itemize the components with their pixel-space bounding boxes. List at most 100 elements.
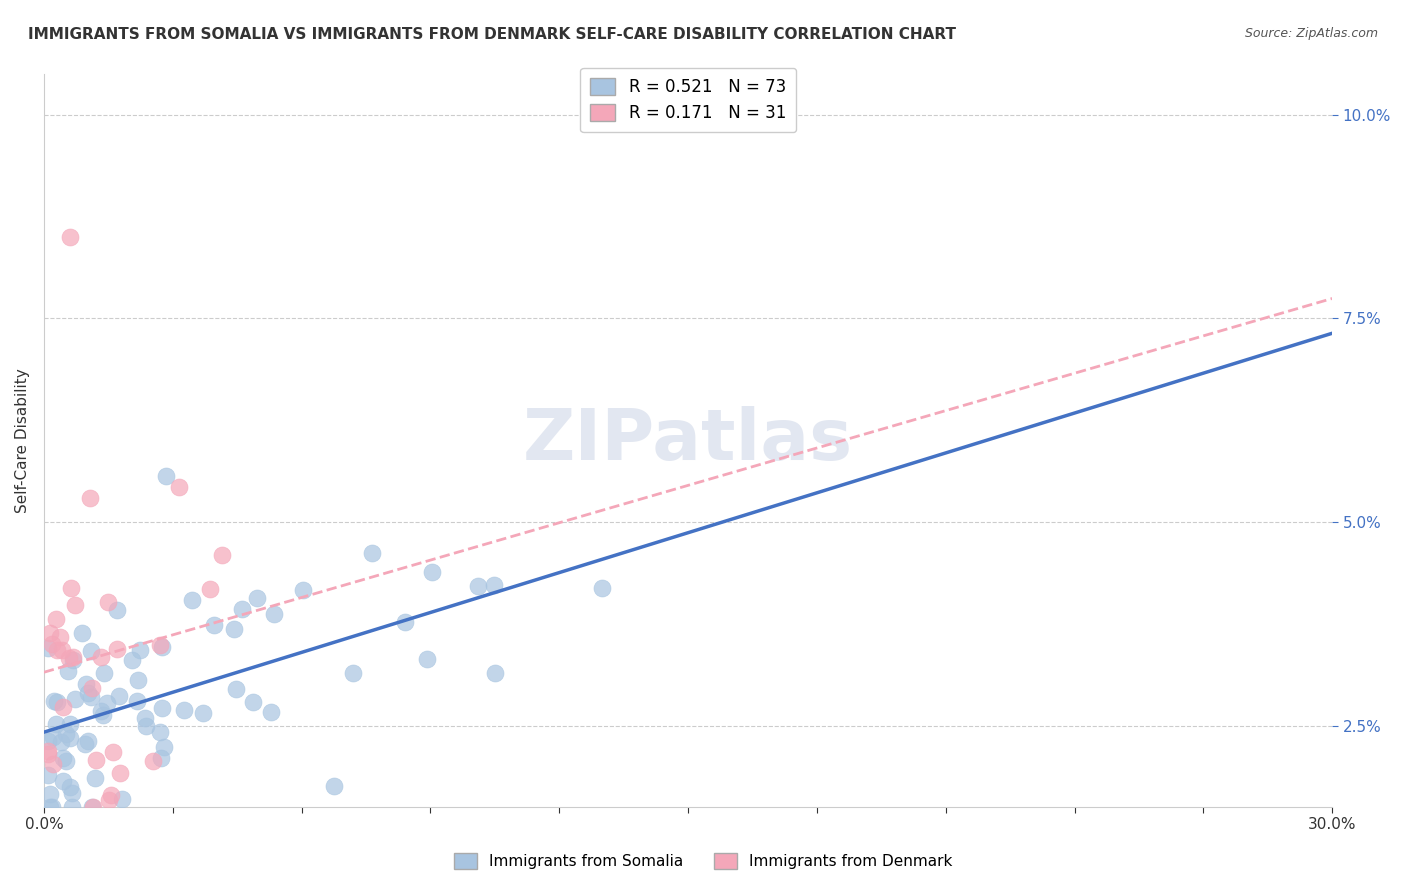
Point — [191, 706, 214, 721]
Point — [38, 787, 60, 801]
Point — [246, 591, 269, 605]
Point — [55, 754, 77, 768]
Point — [128, 643, 150, 657]
Point — [224, 622, 246, 636]
Point — [37, 744, 59, 758]
Point — [80, 800, 103, 814]
Point — [108, 765, 131, 780]
Point — [59, 780, 82, 794]
Point — [127, 673, 149, 687]
Point — [342, 666, 364, 681]
Legend: R = 0.521   N = 73, R = 0.171   N = 31: R = 0.521 N = 73, R = 0.171 N = 31 — [581, 68, 796, 132]
Point — [55, 726, 77, 740]
Point — [416, 652, 439, 666]
Point — [83, 771, 105, 785]
Point — [41, 800, 63, 814]
Text: ZIPatlas: ZIPatlas — [523, 406, 853, 475]
Point — [42, 757, 65, 772]
Point — [96, 696, 118, 710]
Point — [56, 664, 79, 678]
Point — [58, 651, 80, 665]
Text: IMMIGRANTS FROM SOMALIA VS IMMIGRANTS FROM DENMARK SELF-CARE DISABILITY CORRELAT: IMMIGRANTS FROM SOMALIA VS IMMIGRANTS FR… — [28, 27, 956, 42]
Point — [150, 701, 173, 715]
Point — [420, 565, 443, 579]
Point — [79, 643, 101, 657]
Point — [45, 612, 67, 626]
Point — [46, 695, 69, 709]
Point — [107, 689, 129, 703]
Point — [52, 700, 75, 714]
Point — [75, 677, 97, 691]
Point — [225, 681, 247, 696]
Point — [51, 642, 73, 657]
Point — [155, 468, 177, 483]
Point — [149, 638, 172, 652]
Point — [82, 800, 104, 814]
Point — [135, 719, 157, 733]
Point — [59, 717, 82, 731]
Point — [181, 592, 204, 607]
Point — [260, 706, 283, 720]
Point — [150, 640, 173, 655]
Point — [173, 703, 195, 717]
Point — [125, 694, 148, 708]
Point — [62, 649, 84, 664]
Point — [49, 630, 72, 644]
Point — [202, 618, 225, 632]
Point — [42, 694, 65, 708]
Point — [52, 773, 75, 788]
Point — [73, 737, 96, 751]
Point — [100, 788, 122, 802]
Point — [41, 730, 63, 744]
Point — [591, 582, 613, 596]
Point — [482, 578, 505, 592]
Point — [49, 734, 72, 748]
Point — [142, 755, 165, 769]
Point — [103, 745, 125, 759]
Point — [84, 753, 107, 767]
Point — [59, 229, 82, 244]
Point — [37, 640, 59, 655]
Point — [63, 691, 86, 706]
Text: Source: ZipAtlas.com: Source: ZipAtlas.com — [1244, 27, 1378, 40]
Legend: Immigrants from Somalia, Immigrants from Denmark: Immigrants from Somalia, Immigrants from… — [447, 847, 959, 875]
Point — [97, 595, 120, 609]
Point — [484, 665, 506, 680]
Point — [59, 581, 82, 595]
Point — [211, 548, 233, 562]
Point — [59, 731, 82, 745]
Point — [41, 637, 63, 651]
Point — [39, 800, 62, 814]
Point — [231, 601, 253, 615]
Point — [45, 716, 67, 731]
Point — [62, 652, 84, 666]
Point — [90, 649, 112, 664]
Point — [39, 626, 62, 640]
Point — [97, 792, 120, 806]
Point — [65, 598, 87, 612]
Point — [37, 734, 59, 748]
Point — [37, 747, 59, 762]
Point — [77, 685, 100, 699]
Point — [105, 603, 128, 617]
Point — [467, 579, 489, 593]
Point — [394, 615, 416, 630]
Point — [292, 582, 315, 597]
Point — [46, 642, 69, 657]
Point — [111, 791, 134, 805]
Point — [153, 740, 176, 755]
Point — [52, 751, 75, 765]
Point — [148, 724, 170, 739]
Point — [323, 779, 346, 793]
Point — [72, 626, 94, 640]
Point — [200, 582, 222, 596]
Point — [91, 708, 114, 723]
Point — [167, 480, 190, 494]
Point — [105, 642, 128, 657]
Y-axis label: Self-Care Disability: Self-Care Disability — [15, 368, 30, 513]
Point — [82, 681, 104, 695]
Point — [134, 710, 156, 724]
Point — [77, 733, 100, 747]
Point — [93, 665, 115, 680]
Point — [37, 768, 59, 782]
